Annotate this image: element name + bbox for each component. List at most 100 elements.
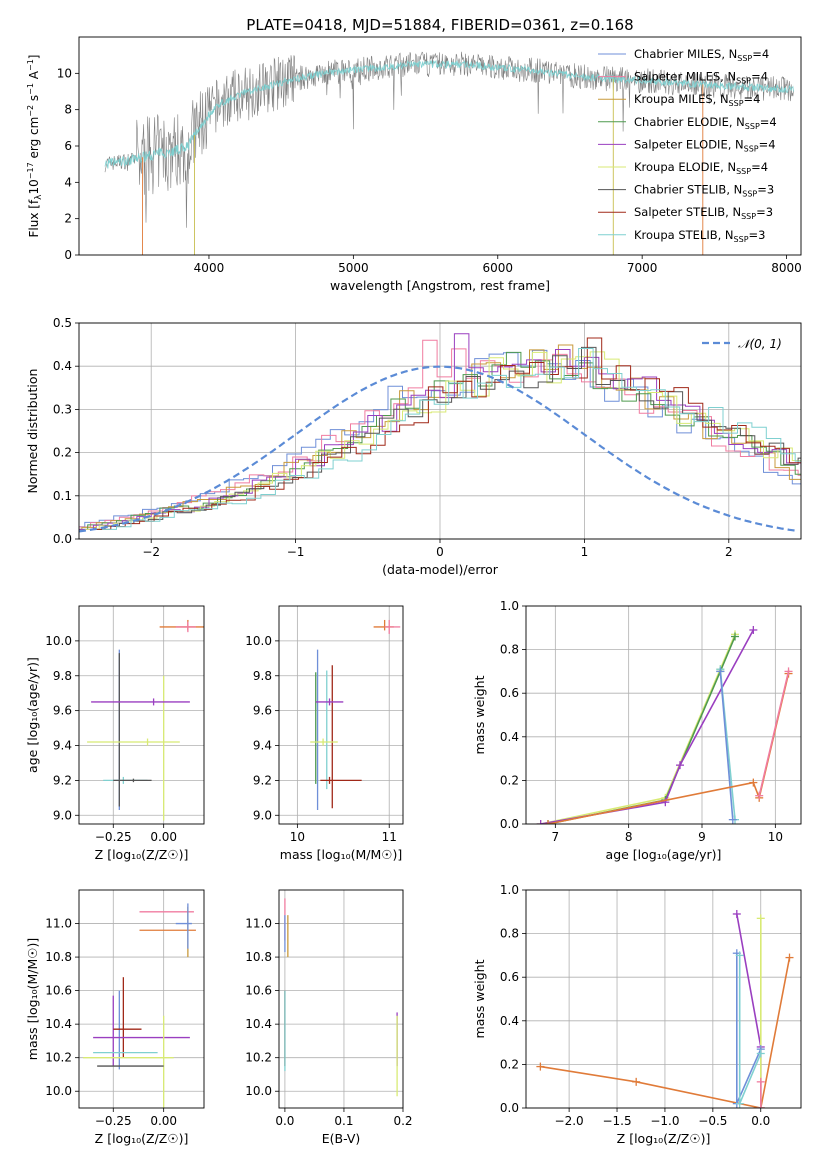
y-tick-label: 9.6 bbox=[53, 704, 72, 718]
y-tick-label: 6 bbox=[64, 139, 72, 153]
y-tick-label: 9.6 bbox=[253, 704, 272, 718]
y-tick-label: 0.2 bbox=[500, 773, 519, 787]
y-tick-label: 10.4 bbox=[245, 1017, 272, 1031]
plot-area bbox=[310, 619, 401, 811]
y-tick-label: 10.0 bbox=[45, 1084, 72, 1098]
panel-residuals: −2 −1 0 1 2 0.0 0.1 0.2 0.3 0.4 0.5 (data-model)/er… bbox=[25, 316, 802, 577]
series-marker bbox=[732, 909, 741, 918]
y-tick-label: 9.2 bbox=[53, 773, 72, 787]
panel-weight-vs-z: −2.0 −1.5 −1.0 −0.5 0.0 0.0 0.2 0.4 0.6 0.8 1.0 Z [… bbox=[472, 883, 802, 1146]
panel-spectrum: 4000 5000 6000 7000 8000 0 2 4 6 8 10 wavelength [A… bbox=[26, 36, 802, 293]
y-tick-label: 10.0 bbox=[245, 634, 272, 648]
series-marker bbox=[728, 815, 737, 824]
histogram-step bbox=[79, 349, 801, 528]
y-tick-label: 0.4 bbox=[53, 359, 72, 373]
axes-frame bbox=[78, 322, 802, 540]
plot-area bbox=[79, 333, 801, 533]
legend-sub: SSP bbox=[736, 167, 751, 176]
series-marker bbox=[536, 820, 545, 824]
y-tick-label: 1.0 bbox=[500, 599, 519, 613]
legend-label: 𝒩(0, 1) bbox=[738, 337, 782, 351]
histogram-step bbox=[90, 346, 801, 530]
x-axis-label: age [log₁₀(age/yr)] bbox=[606, 847, 722, 862]
y-tick-label: 0.0 bbox=[53, 532, 72, 546]
legend-label: Salpeter ELODIE, NSSP=4 bbox=[634, 137, 776, 153]
plot-area bbox=[536, 909, 794, 1108]
legend-suffix: =4 bbox=[744, 92, 761, 106]
y-tick-label: 10.6 bbox=[245, 984, 272, 998]
x-tick-label: 0.1 bbox=[334, 1114, 353, 1128]
y-tick-label: 10.4 bbox=[45, 1017, 72, 1031]
x-tick-label: 1 bbox=[581, 545, 589, 559]
legend-sub: SSP bbox=[736, 77, 751, 86]
axes-frame bbox=[525, 605, 802, 825]
series-marker bbox=[785, 953, 794, 962]
plot-area bbox=[536, 625, 793, 824]
x-axis-label: (data-model)/error bbox=[382, 562, 499, 577]
x-axis-label: Z [log₁₀(Z/Z☉)] bbox=[95, 847, 189, 862]
x-tick-label: 7 bbox=[552, 830, 560, 844]
histogram-step bbox=[79, 339, 801, 528]
y-tick-label: 0.8 bbox=[500, 643, 519, 657]
legend-name: Salpeter STELIB, N bbox=[634, 205, 741, 219]
y-tick-label: 10.2 bbox=[45, 1051, 72, 1065]
legend-sub: SSP bbox=[742, 190, 757, 199]
y-tick-label: 10 bbox=[57, 66, 72, 80]
x-tick-label: 0.2 bbox=[393, 1114, 412, 1128]
y-axis-label-part: ] bbox=[27, 55, 41, 60]
x-tick-label: 10 bbox=[290, 830, 305, 844]
figure-title: PLATE=0418, MJD=51884, FIBERID=0361, z=0… bbox=[246, 16, 633, 34]
legend-sub: SSP bbox=[741, 212, 756, 221]
legend-label: Chabrier STELIB, NSSP=3 bbox=[634, 183, 774, 199]
x-axis-label: E(B-V) bbox=[322, 1131, 361, 1146]
legend-sub: SSP bbox=[737, 54, 752, 63]
y-tick-label: 9.4 bbox=[253, 739, 272, 753]
x-tick-label: −0.25 bbox=[95, 830, 132, 844]
y-tick-label: 0.4 bbox=[500, 1014, 519, 1028]
x-tick-label: 0.0 bbox=[275, 1114, 294, 1128]
series-marker bbox=[735, 951, 744, 960]
plot-area bbox=[83, 903, 196, 1108]
legend-label: Kroupa MILES, NSSP=4 bbox=[634, 92, 760, 108]
x-tick-label: −1.5 bbox=[602, 1114, 631, 1128]
series-marker bbox=[716, 667, 725, 676]
axes-frame bbox=[525, 889, 802, 1109]
x-tick-label: 2 bbox=[725, 545, 733, 559]
y-tick-label: 0.1 bbox=[53, 489, 72, 503]
series-line bbox=[719, 671, 734, 820]
x-tick-label: 10 bbox=[768, 830, 783, 844]
legend-suffix: =4 bbox=[760, 115, 777, 129]
legend-name: Kroupa STELIB, N bbox=[634, 228, 734, 242]
y-tick-label: 8 bbox=[64, 103, 72, 117]
x-tick-label: −2 bbox=[142, 545, 160, 559]
series-marker bbox=[756, 1077, 765, 1086]
legend-suffix: =3 bbox=[749, 228, 766, 242]
y-tick-label: 10.6 bbox=[45, 984, 72, 998]
legend-name: Kroupa MILES, N bbox=[634, 92, 729, 106]
series-marker bbox=[632, 1077, 641, 1086]
y-tick-label: 0.3 bbox=[53, 402, 72, 416]
y-tick-label: 0.0 bbox=[500, 1101, 519, 1115]
y-tick-label: 0.2 bbox=[500, 1057, 519, 1071]
legend-label: Salpeter MILES, NSSP=4 bbox=[634, 70, 768, 86]
series-marker bbox=[755, 791, 764, 800]
x-tick-label: 5000 bbox=[338, 261, 369, 275]
legend-sub: SSP bbox=[734, 235, 749, 244]
series-line bbox=[547, 636, 736, 824]
series-marker bbox=[536, 1062, 545, 1071]
series-marker bbox=[756, 1049, 765, 1058]
y-tick-label: 9.2 bbox=[253, 773, 272, 787]
x-tick-label: 7000 bbox=[627, 261, 658, 275]
y-axis-label-part: −2 bbox=[26, 105, 35, 117]
y-tick-label: 0.0 bbox=[500, 817, 519, 831]
series-line bbox=[758, 671, 790, 796]
plot-area bbox=[284, 898, 398, 1097]
y-tick-label: 10.0 bbox=[45, 634, 72, 648]
legend-label: Salpeter STELIB, NSSP=3 bbox=[634, 205, 773, 221]
y-tick-label: 11.0 bbox=[45, 917, 72, 931]
y-tick-label: 0.2 bbox=[53, 446, 72, 460]
legend-label: Kroupa ELODIE, NSSP=4 bbox=[634, 160, 768, 176]
x-tick-label: 9 bbox=[698, 830, 706, 844]
x-tick-label: −0.5 bbox=[698, 1114, 727, 1128]
